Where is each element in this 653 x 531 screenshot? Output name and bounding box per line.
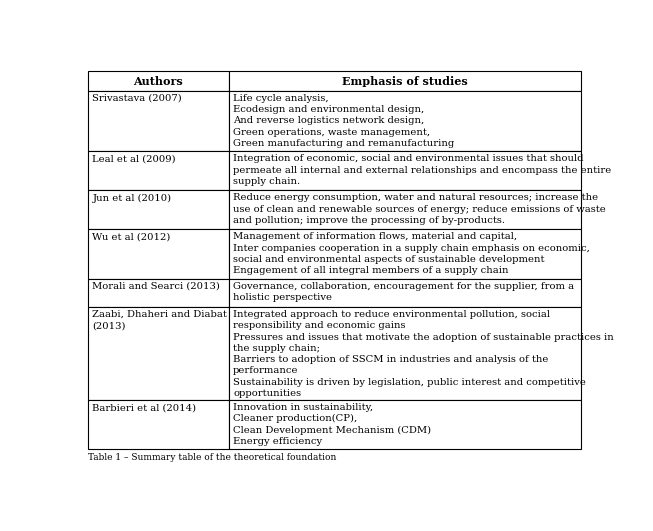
Text: Reduce energy consumption, water and natural resources; increase the
use of clea: Reduce energy consumption, water and nat… [233, 193, 606, 225]
Text: Governance, collaboration, encouragement for the supplier, from a
holistic persp: Governance, collaboration, encouragement… [233, 282, 574, 302]
Text: Life cycle analysis,
Ecodesign and environmental design,
And reverse logistics n: Life cycle analysis, Ecodesign and envir… [233, 94, 454, 148]
Text: Zaabi, Dhaheri and Diabat
(2013): Zaabi, Dhaheri and Diabat (2013) [93, 310, 227, 330]
Text: Authors: Authors [133, 75, 183, 87]
Text: Wu et al (2012): Wu et al (2012) [93, 232, 171, 241]
Text: Morali and Searci (2013): Morali and Searci (2013) [93, 282, 220, 291]
Text: Integration of economic, social and environmental issues that should
permeate al: Integration of economic, social and envi… [233, 155, 611, 186]
Text: Management of information flows, material and capital,
Inter companies cooperati: Management of information flows, materia… [233, 232, 590, 275]
Bar [88, 151, 229, 190]
Bar [229, 91, 582, 151]
Bar [88, 91, 229, 151]
Bar [229, 279, 582, 307]
Bar [88, 72, 229, 91]
Text: Innovation in sustainability,
Cleaner production(CP),
Clean Development Mechanis: Innovation in sustainability, Cleaner pr… [233, 403, 431, 446]
Text: Jun et al (2010): Jun et al (2010) [93, 193, 172, 202]
Bar [229, 307, 582, 400]
Bar [229, 190, 582, 229]
Text: Integrated approach to reduce environmental pollution, social
responsibility and: Integrated approach to reduce environmen… [233, 310, 614, 398]
Bar [88, 190, 229, 229]
Bar [88, 229, 229, 279]
Bar [88, 400, 229, 449]
Text: Emphasis of studies: Emphasis of studies [342, 75, 468, 87]
Text: Leal et al (2009): Leal et al (2009) [93, 155, 176, 164]
Bar [88, 279, 229, 307]
Bar [88, 307, 229, 400]
Bar [229, 72, 582, 91]
Text: Table 1 – Summary table of the theoretical foundation: Table 1 – Summary table of the theoretic… [88, 452, 336, 461]
Bar [229, 400, 582, 449]
Text: Barbieri et al (2014): Barbieri et al (2014) [93, 403, 197, 412]
Bar [229, 151, 582, 190]
Text: Srivastava (2007): Srivastava (2007) [93, 94, 182, 103]
Bar [229, 229, 582, 279]
